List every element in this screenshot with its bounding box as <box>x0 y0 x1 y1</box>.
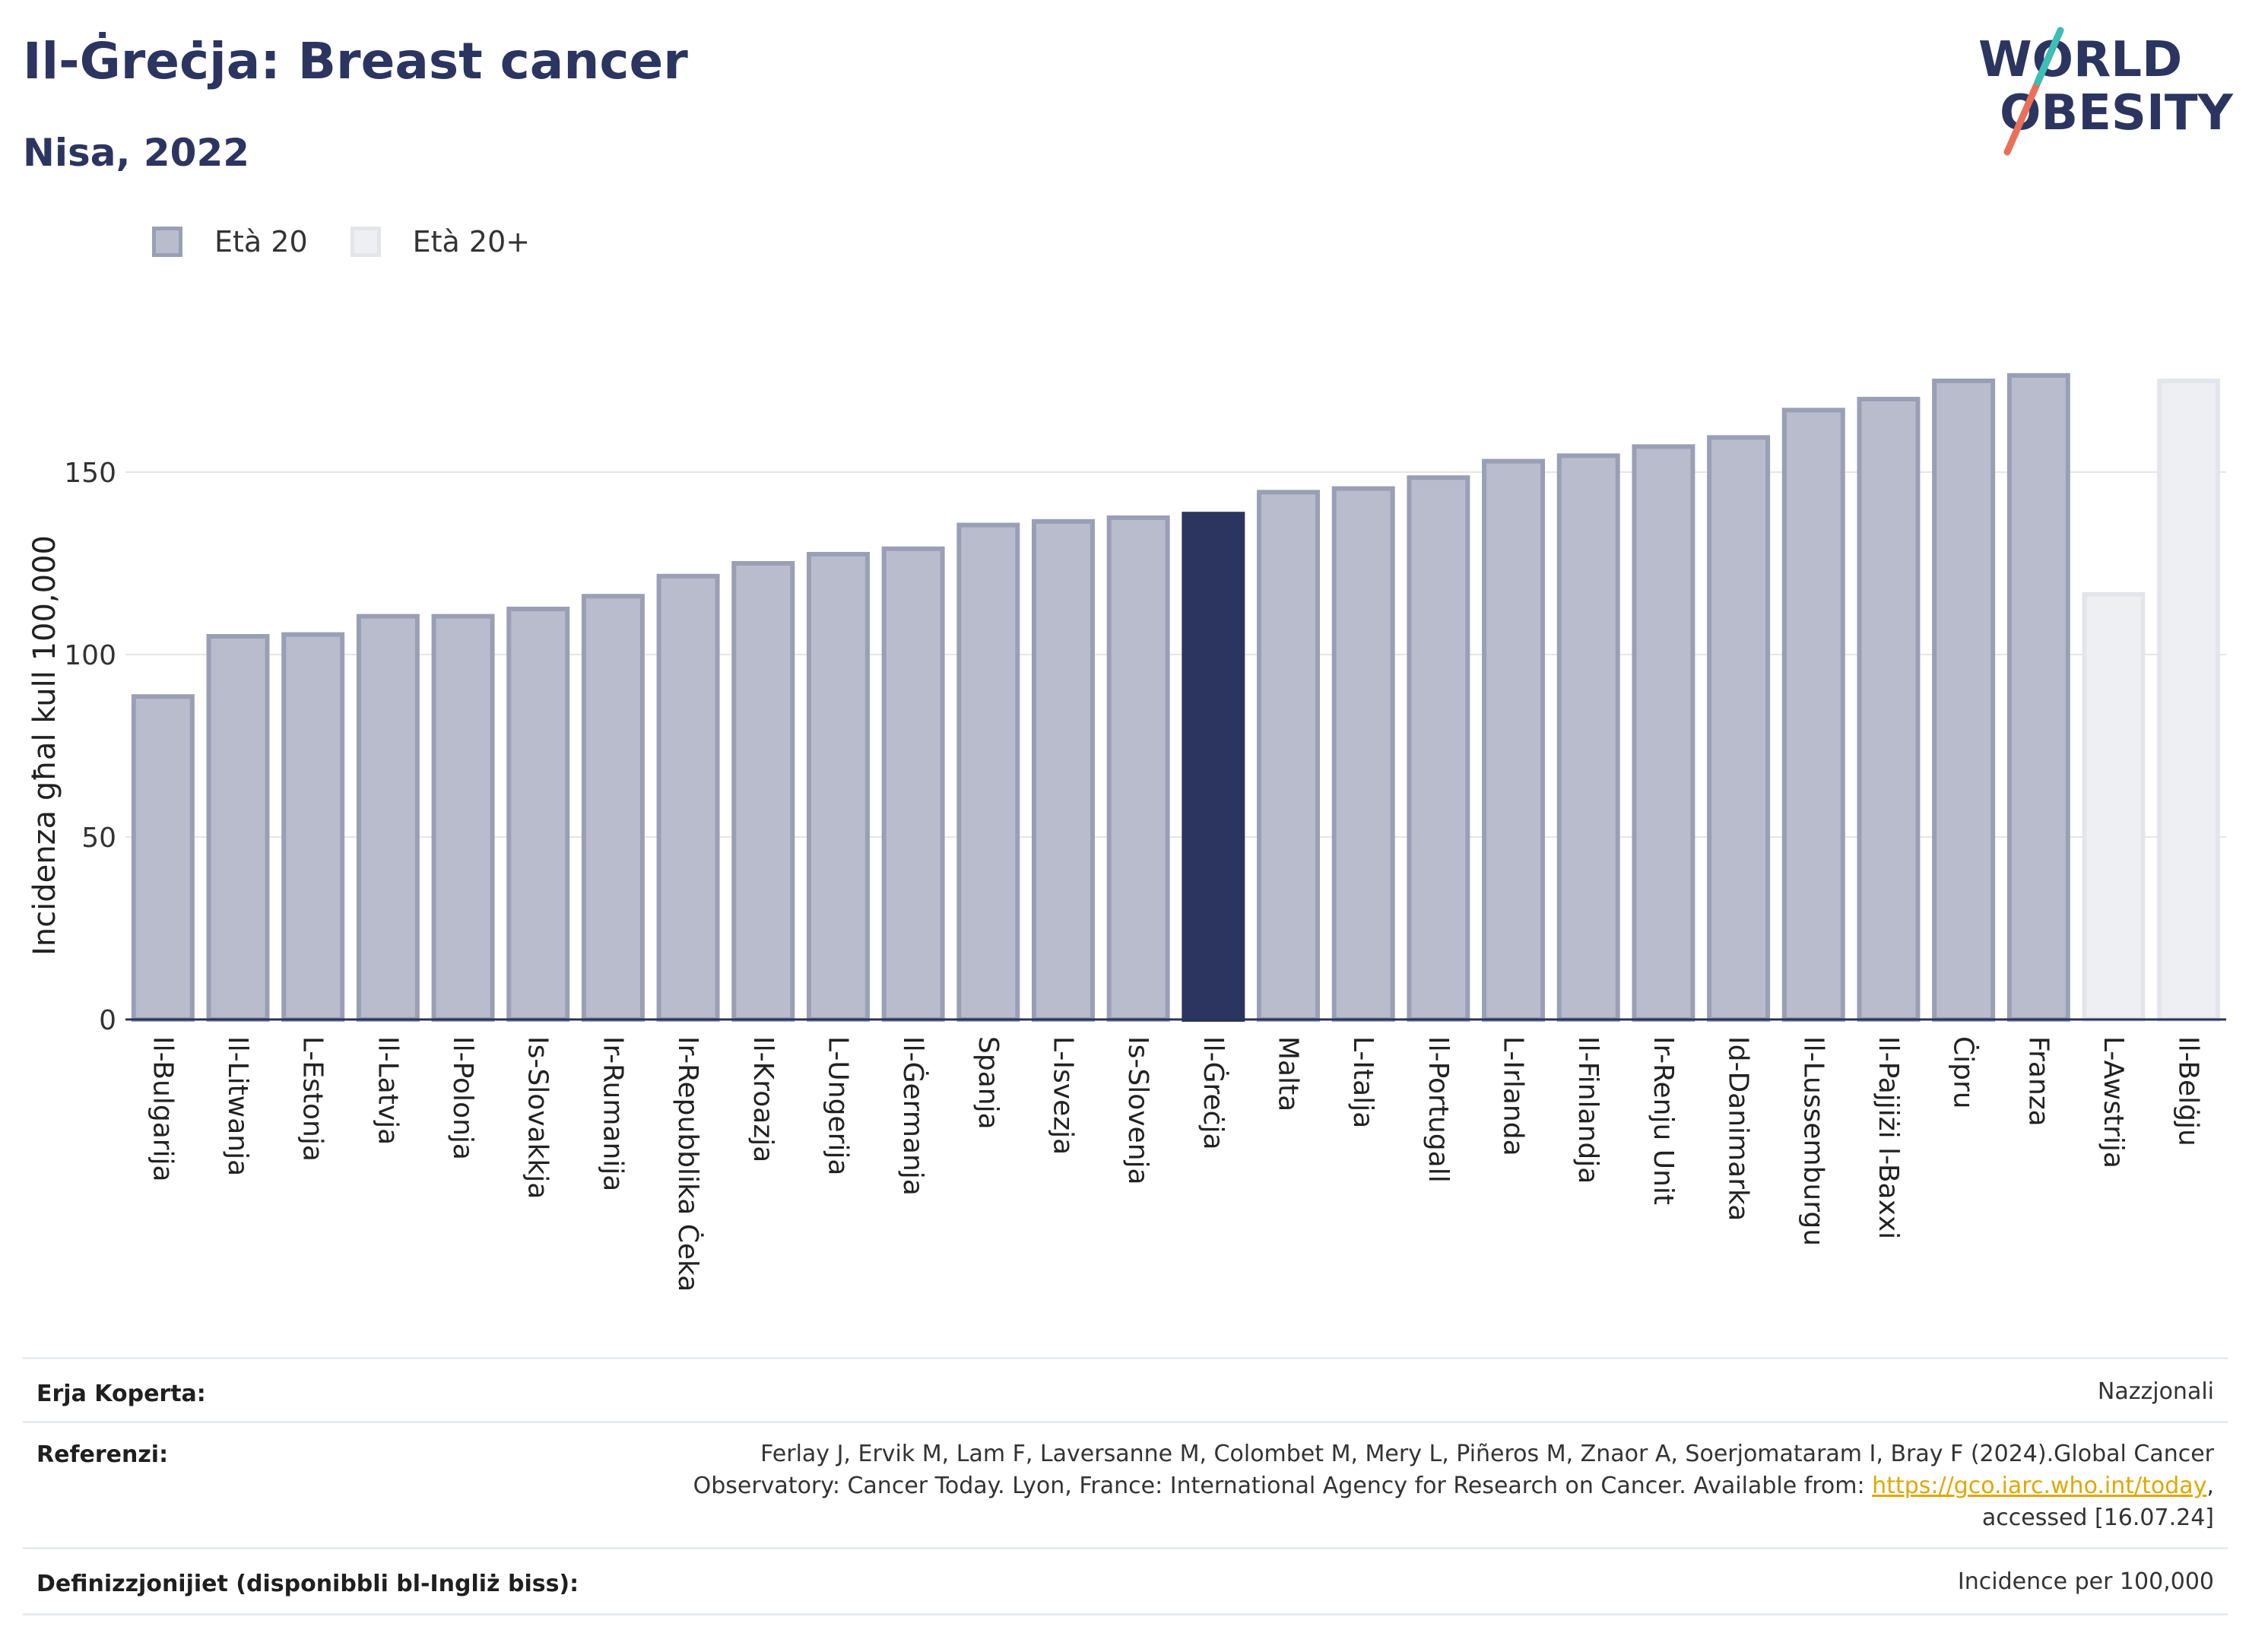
x-tick-label: Il-Kroazja <box>747 1036 779 1162</box>
legend-swatch-age20plus <box>350 227 381 257</box>
bar-0 <box>131 694 195 1022</box>
world-obesity-logo: WORLD OBESITY <box>1978 27 2233 156</box>
bar-21 <box>1707 435 1771 1022</box>
bar-7 <box>656 573 720 1022</box>
y-tick-label: 150 <box>64 458 116 489</box>
legend-label-age20: Età 20 <box>214 225 308 258</box>
bar-5 <box>506 607 570 1022</box>
x-tick-label: Is-Slovenja <box>1122 1036 1153 1185</box>
x-tick-label: Il-Portugall <box>1423 1036 1454 1183</box>
references-label: Referenzi: <box>36 1441 169 1468</box>
x-tick-label: Il-Latvja <box>372 1036 403 1145</box>
chart-legend: Età 20 Età 20+ <box>152 225 573 258</box>
references-line2-end: , <box>2206 1473 2214 1499</box>
bar-16 <box>1331 486 1395 1022</box>
bar-chart: 0 50 100 150 Incidenza għal kull 100,000 Il-B… <box>27 373 2226 1292</box>
bar-26 <box>2082 591 2146 1022</box>
references-line2: Observatory: Cancer Today. Lyon, France:… <box>541 1470 2214 1502</box>
x-tick-label: Ir-Renju Unit <box>1648 1036 1679 1205</box>
y-axis-label: Incidenza għal kull 100,000 <box>27 535 62 956</box>
bar-9 <box>806 552 870 1022</box>
references-link[interactable]: https://gco.iarc.who.int/today <box>1872 1473 2207 1499</box>
references-line2-text: Observatory: Cancer Today. Lyon, France:… <box>693 1473 1873 1499</box>
legend-item-age20plus[interactable]: Età 20+ <box>350 225 531 258</box>
x-tick-label: L-Isvezja <box>1047 1036 1078 1155</box>
page-title: Il-Ġreċja: Breast cancer <box>23 32 688 90</box>
bar-23 <box>1857 397 1921 1022</box>
bar-14 <box>1182 512 1245 1022</box>
x-tick-label: Malta <box>1273 1036 1304 1111</box>
bar-17 <box>1407 475 1470 1022</box>
definitions-label: Definizzjonijiet (disponibbli bl-Ingliż … <box>36 1571 579 1597</box>
x-tick-label: Id-Danimarka <box>1723 1036 1754 1221</box>
legend-item-age20[interactable]: Età 20 <box>152 225 308 258</box>
bar-19 <box>1556 453 1620 1022</box>
x-tick-label: Il-Litwanja <box>222 1036 253 1176</box>
y-tick-label: 100 <box>64 640 116 671</box>
bar-18 <box>1482 458 1546 1022</box>
bar-24 <box>1932 379 1996 1022</box>
legend-swatch-age20 <box>152 227 182 257</box>
x-tick-label: L-Ungerija <box>822 1036 853 1175</box>
x-tick-label: Il-Ġermanja <box>897 1036 929 1196</box>
x-tick-label: Il-Bulgarija <box>147 1036 178 1182</box>
x-tick-label: Is-Slovakkja <box>522 1036 554 1199</box>
y-tick-label: 50 <box>81 823 116 854</box>
bar-20 <box>1632 444 1695 1022</box>
x-tick-label: Il-Belġju <box>2173 1036 2204 1146</box>
bar-25 <box>2006 373 2070 1022</box>
x-tick-label: Ir-Repubblika Ċeka <box>672 1036 704 1292</box>
logo-line2: OBESITY <box>2000 85 2233 141</box>
x-tick-label: Franza <box>2022 1036 2054 1127</box>
coverage-label: Erja Koperta: <box>36 1381 206 1407</box>
x-tick-label: L-Irlanda <box>1498 1036 1529 1156</box>
x-tick-label: Spanja <box>972 1036 1004 1130</box>
x-tick-label: L-Awstrija <box>2098 1036 2129 1168</box>
x-tick-label: Il-Lussemburgu <box>1797 1036 1829 1246</box>
footer-row-references: Referenzi: Ferlay J, Ervik M, Lam F, Lav… <box>23 1421 2228 1549</box>
footer-row-definitions: Definizzjonijiet (disponibbli bl-Ingliż … <box>23 1547 2228 1616</box>
bar-22 <box>1781 407 1845 1022</box>
bar-6 <box>581 594 645 1022</box>
legend-label-age20plus: Età 20+ <box>412 225 531 258</box>
bar-12 <box>1031 518 1095 1022</box>
references-line3: accessed [16.07.24] <box>1981 1505 2214 1531</box>
references-line1: Ferlay J, Ervik M, Lam F, Laversanne M, … <box>760 1441 2214 1467</box>
x-tick-label: Ċipru <box>1948 1036 1980 1109</box>
bar-10 <box>881 546 945 1022</box>
y-tick-label: 0 <box>99 1005 116 1036</box>
logo-line1: WORLD <box>1978 32 2182 88</box>
x-tick-label: Ir-Rumanija <box>597 1036 628 1191</box>
bar-11 <box>956 522 1020 1022</box>
x-tick-label: Il-Polonja <box>447 1036 478 1160</box>
footer-row-coverage: Erja Koperta: Nazzjonali <box>23 1357 2228 1423</box>
x-tick-label: Il-Ġreċja <box>1197 1036 1229 1150</box>
bar-1 <box>206 634 270 1022</box>
x-tick-label: Il-Finlandja <box>1572 1036 1603 1184</box>
bar-3 <box>356 614 420 1022</box>
coverage-value: Nazzjonali <box>2097 1378 2214 1405</box>
bar-8 <box>731 561 795 1022</box>
x-tick-label: L-Italja <box>1347 1036 1378 1128</box>
bar-13 <box>1106 515 1170 1022</box>
bar-15 <box>1257 490 1321 1022</box>
bar-2 <box>281 632 345 1022</box>
x-tick-label: Il-Pajjiżi l-Baxxi <box>1873 1036 1904 1239</box>
bar-4 <box>431 614 495 1022</box>
x-tick-label: L-Estonja <box>297 1036 328 1162</box>
definitions-value: Incidence per 100,000 <box>1957 1568 2214 1595</box>
bar-27 <box>2157 379 2221 1022</box>
references-value: Ferlay J, Ervik M, Lam F, Laversanne M, … <box>541 1438 2214 1534</box>
page-subtitle: Nisa, 2022 <box>23 131 250 175</box>
